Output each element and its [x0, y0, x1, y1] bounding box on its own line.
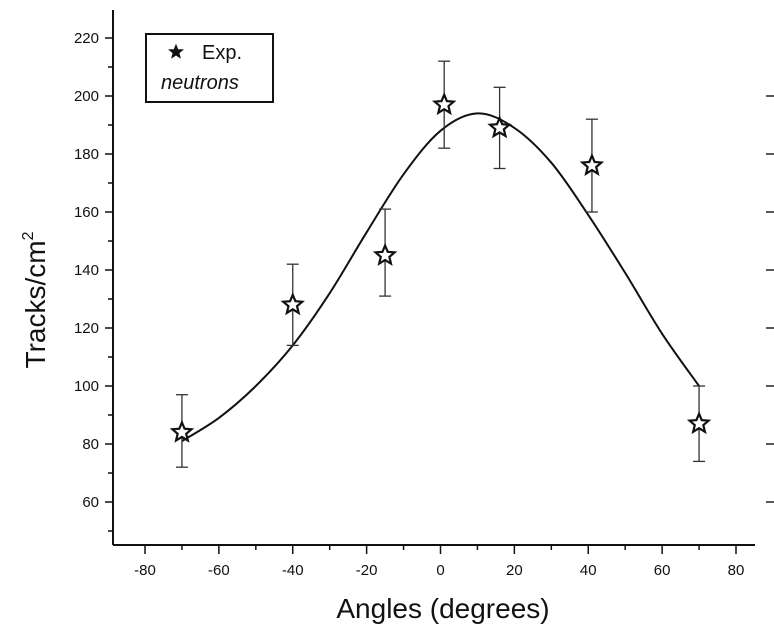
- y-axis-title-superscript: 2: [20, 231, 37, 240]
- y-tick-label: 160: [74, 204, 99, 221]
- y-tick-label: 80: [82, 436, 99, 453]
- legend: Exp. neutrons: [145, 33, 274, 103]
- y-axis-title-main: Tracks/cm: [20, 240, 51, 368]
- y-tick-label: 180: [74, 146, 99, 163]
- x-tick-label: -20: [356, 562, 378, 579]
- x-tick-label: 0: [436, 562, 444, 579]
- x-tick-label: -60: [208, 562, 230, 579]
- data-points-group: [169, 60, 712, 468]
- y-ticks: 60 80 100 120 140 160 180 200 220: [74, 30, 113, 532]
- data-point: [431, 91, 457, 116]
- data-point: [579, 152, 605, 177]
- y-tick-label: 220: [74, 30, 99, 47]
- y-tick-label: 120: [74, 320, 99, 337]
- y-tick-label: 60: [82, 494, 99, 511]
- y-tick-label: 140: [74, 262, 99, 279]
- x-tick-label: 20: [506, 562, 523, 579]
- legend-label-line2: neutrons: [161, 72, 239, 94]
- x-ticks: -80 -60 -40 -20 0 20 40 60 80: [134, 545, 744, 579]
- data-point: [487, 115, 512, 139]
- fit-curve-group: [181, 112, 700, 442]
- legend-box: [145, 33, 274, 103]
- data-point: [372, 242, 398, 266]
- plot-area: [766, 95, 774, 503]
- x-tick-label: -40: [282, 562, 304, 579]
- fit-curve: [181, 112, 700, 442]
- legend-star-marker: [168, 43, 184, 59]
- y-tick-label: 200: [74, 88, 99, 105]
- axes: [112, 10, 755, 546]
- data-point: [169, 419, 195, 443]
- legend-label-line1: Exp.: [202, 42, 242, 64]
- data-point: [280, 291, 305, 316]
- y-tick-label: 100: [74, 378, 99, 395]
- y-axis-title: Tracks/cm2: [20, 231, 51, 368]
- data-point: [686, 410, 712, 435]
- x-tick-label: 80: [728, 562, 745, 579]
- x-tick-label: 60: [654, 562, 671, 579]
- x-axis-title: Angles (degrees): [336, 593, 549, 624]
- x-tick-label: 40: [580, 562, 597, 579]
- x-tick-label: -80: [134, 562, 156, 579]
